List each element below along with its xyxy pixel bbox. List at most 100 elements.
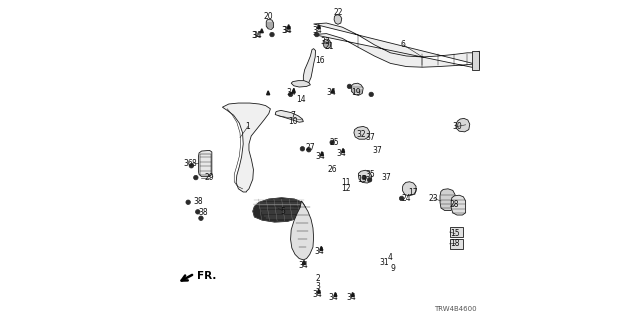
Circle shape [369,92,374,97]
Text: 13: 13 [356,175,367,184]
Circle shape [367,178,372,182]
Circle shape [307,148,311,152]
Text: 34: 34 [282,26,291,35]
Text: 27: 27 [305,143,316,152]
Text: 38: 38 [198,208,208,217]
Polygon shape [287,25,290,28]
Polygon shape [253,198,306,222]
Text: 34: 34 [337,149,346,158]
Text: 34: 34 [312,26,322,35]
Text: 30: 30 [452,122,463,131]
Text: 18: 18 [451,239,460,248]
Polygon shape [440,189,455,211]
Circle shape [347,84,352,89]
Text: 14: 14 [296,95,306,104]
Circle shape [189,164,194,168]
Text: 34: 34 [326,88,336,97]
Polygon shape [198,150,212,177]
Circle shape [193,175,198,180]
Polygon shape [317,25,320,28]
Polygon shape [317,289,320,293]
Polygon shape [320,246,323,250]
Circle shape [330,140,335,145]
Polygon shape [303,260,305,264]
Polygon shape [291,81,310,87]
Polygon shape [314,23,479,69]
Text: 33: 33 [321,37,331,46]
Polygon shape [450,239,463,249]
Text: 21: 21 [325,42,334,51]
Text: 20: 20 [264,12,274,21]
Polygon shape [403,182,416,196]
Circle shape [300,147,305,151]
Circle shape [314,32,319,37]
Text: 22: 22 [333,8,342,17]
Polygon shape [332,89,334,92]
Text: 35: 35 [365,170,375,179]
Text: FR.: FR. [197,271,216,281]
Text: 6: 6 [401,40,406,49]
Circle shape [198,216,204,220]
Polygon shape [342,148,344,152]
Text: 2: 2 [316,274,320,283]
Text: 25: 25 [330,138,340,147]
Text: 37: 37 [365,133,375,142]
Text: 19: 19 [351,88,361,97]
Text: 26: 26 [328,165,338,174]
Circle shape [399,196,404,201]
Circle shape [288,92,293,97]
Text: 12: 12 [341,184,350,193]
Polygon shape [260,29,263,33]
Text: 37: 37 [381,173,392,182]
Circle shape [186,200,191,204]
Text: 34: 34 [282,26,292,35]
Polygon shape [323,39,331,49]
Text: 34: 34 [314,247,324,256]
Text: 8: 8 [191,159,196,168]
Circle shape [270,32,275,37]
Text: 37: 37 [372,146,382,155]
Text: 23: 23 [429,194,438,203]
Text: 34: 34 [298,261,308,270]
Text: 34: 34 [313,290,323,299]
Text: 10: 10 [288,117,298,126]
Polygon shape [354,126,370,139]
Circle shape [362,175,366,180]
Circle shape [196,210,200,214]
Text: 36: 36 [183,159,193,168]
Text: 11: 11 [341,178,350,187]
Polygon shape [321,152,323,156]
Text: 17: 17 [408,188,418,196]
Text: 31: 31 [379,258,389,267]
Text: 24: 24 [401,194,412,203]
Polygon shape [351,83,364,95]
Text: 15: 15 [450,229,460,238]
Text: 9: 9 [390,264,396,273]
Polygon shape [358,170,372,183]
Polygon shape [451,195,466,215]
Polygon shape [266,19,274,29]
Text: 34: 34 [253,31,262,40]
Polygon shape [292,89,295,92]
Polygon shape [472,51,479,70]
Text: 34: 34 [316,152,326,161]
Text: 34: 34 [286,88,296,97]
Polygon shape [450,227,463,237]
Polygon shape [291,201,314,260]
Text: 34: 34 [329,293,339,302]
Text: 4: 4 [388,253,393,262]
Text: TRW4B4600: TRW4B4600 [434,306,477,312]
Text: 34: 34 [251,31,261,40]
Polygon shape [275,110,303,122]
Polygon shape [334,292,337,296]
Text: 28: 28 [450,200,459,209]
Polygon shape [303,49,316,84]
Text: 29: 29 [205,173,214,182]
Text: 1: 1 [246,122,250,131]
Text: 34: 34 [346,293,356,302]
Polygon shape [223,103,270,192]
Polygon shape [456,118,470,132]
Text: 5: 5 [281,207,285,216]
Polygon shape [334,15,342,24]
Text: 32: 32 [356,130,367,139]
